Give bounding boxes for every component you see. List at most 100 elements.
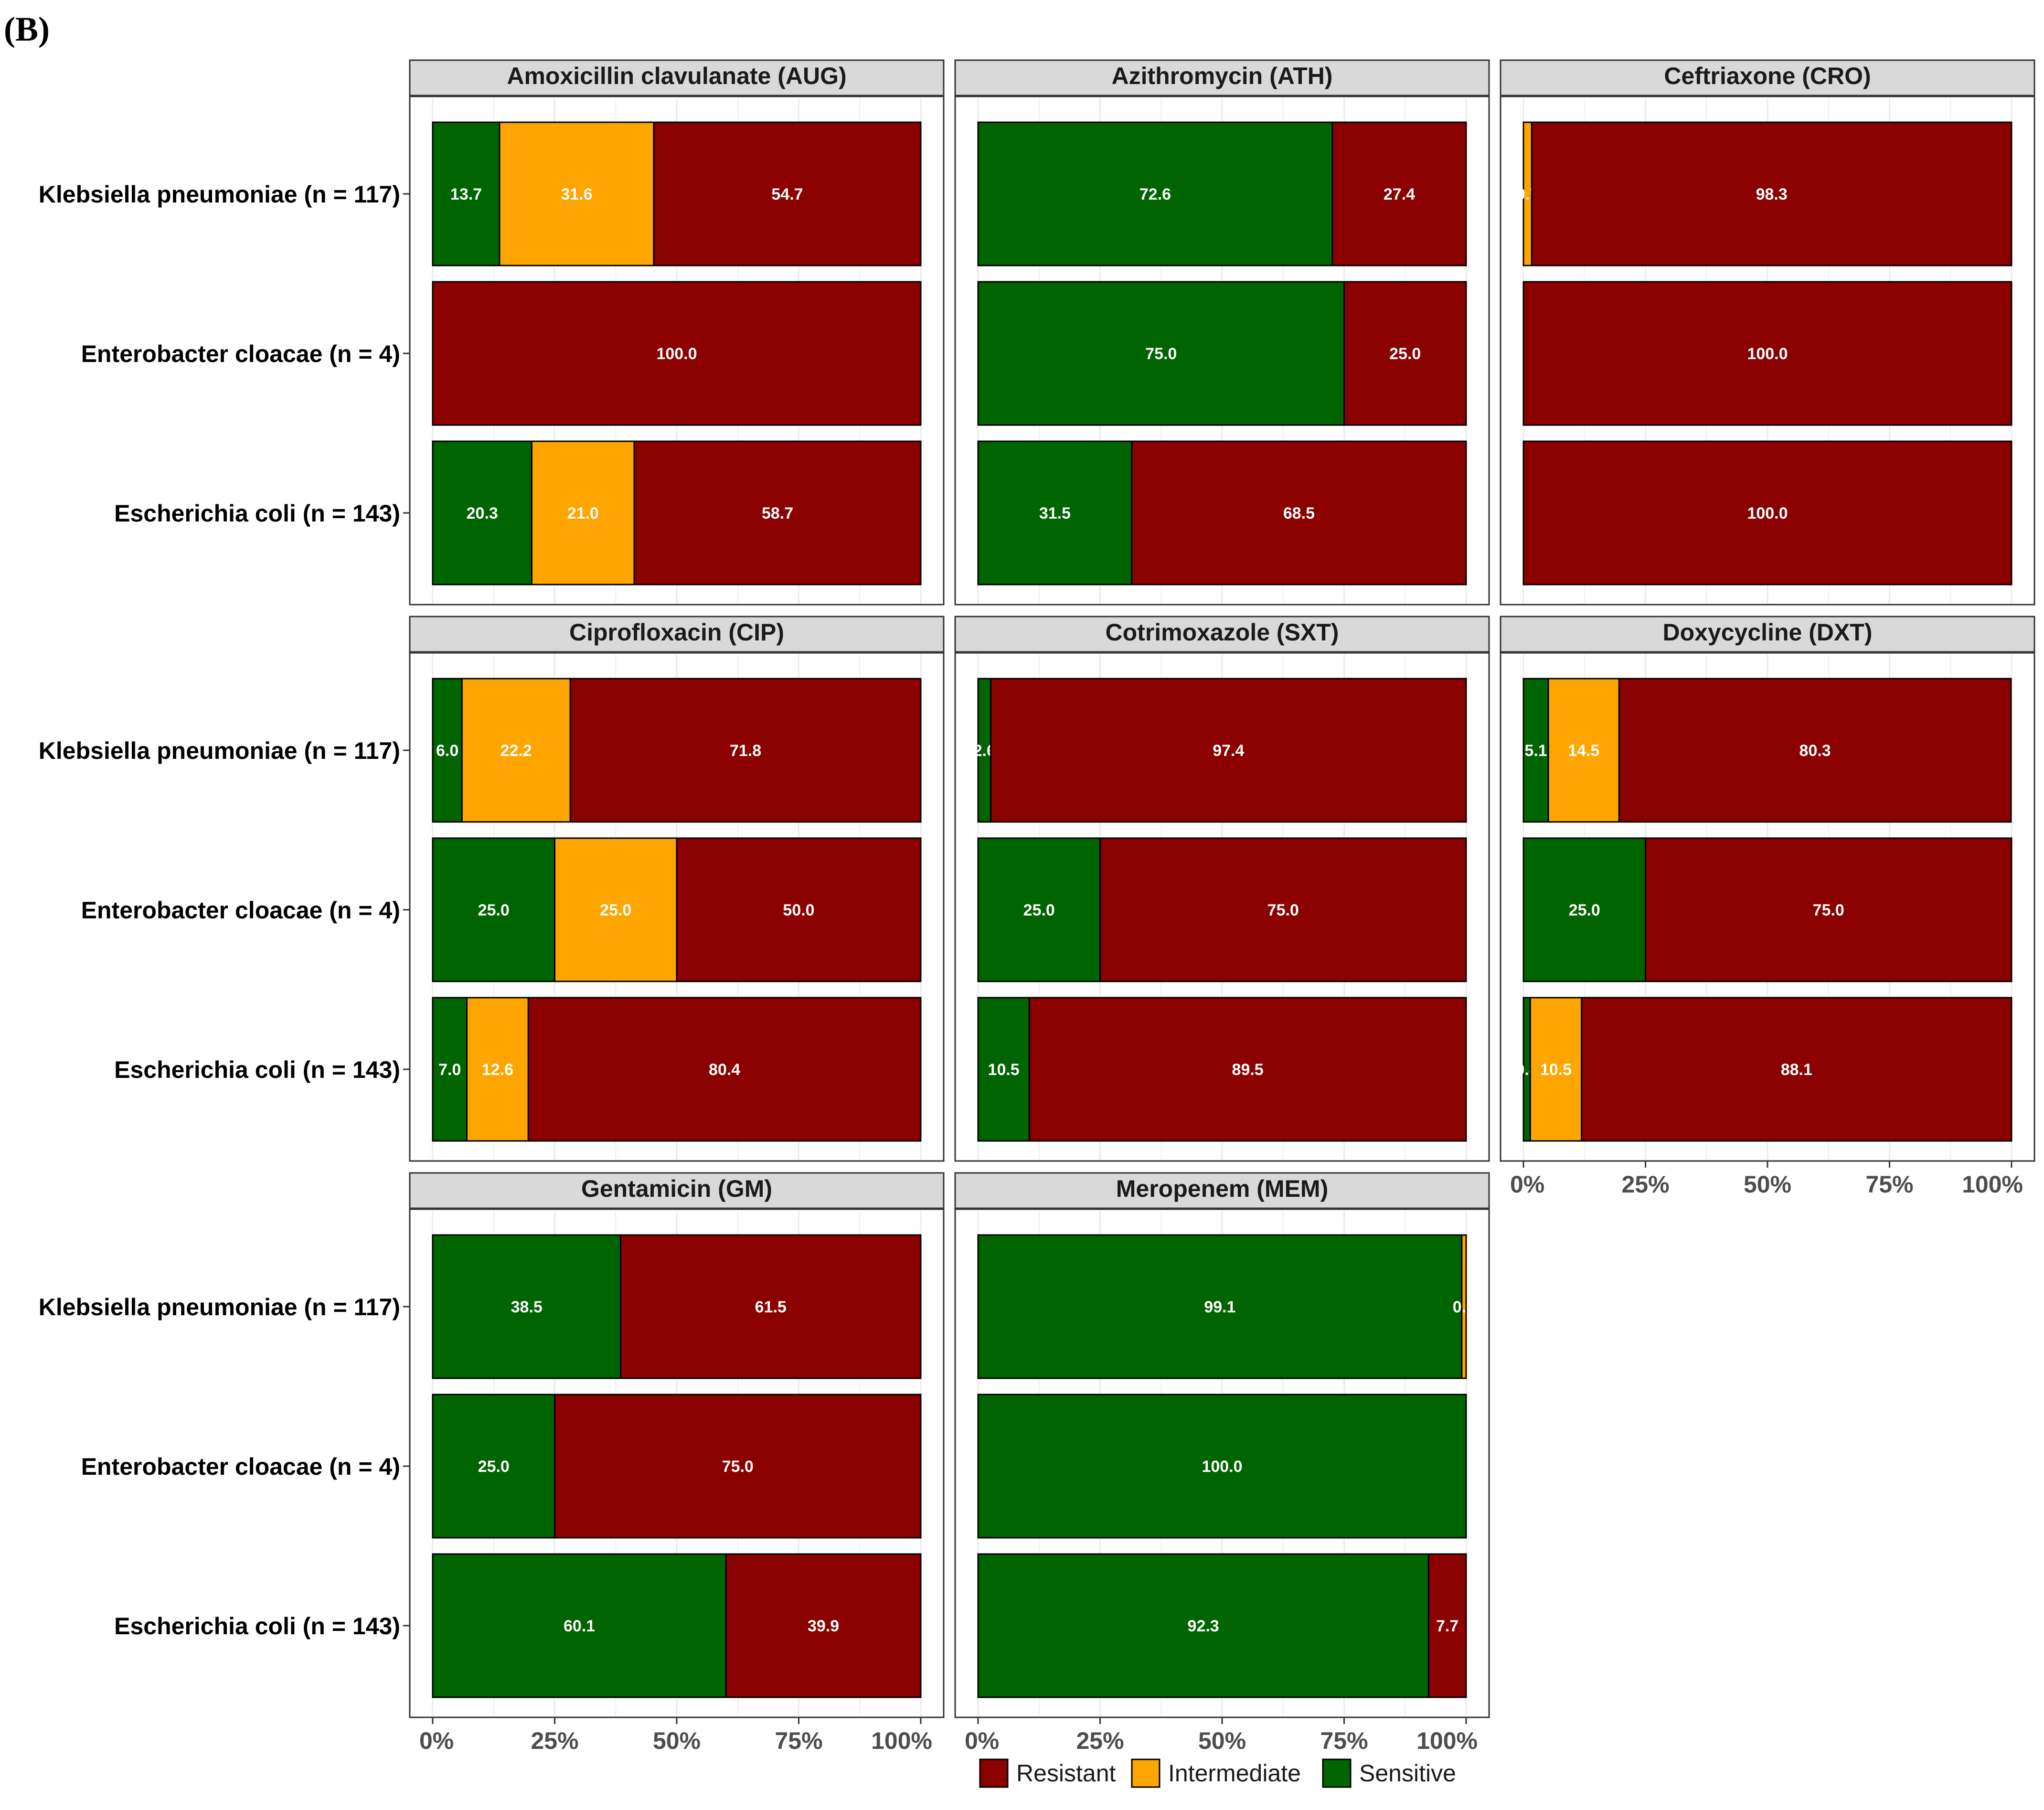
facet-cotrimoxazole-sxt: Cotrimoxazole (SXT)2.6 97.425.0 75.010.5 89… xyxy=(954,616,1490,1162)
facet-strip xyxy=(1500,59,2035,96)
facet-title: Amoxicillin clavulanate (AUG) xyxy=(507,63,846,89)
data-label: 75.0 xyxy=(1267,901,1299,919)
bar-sensitive-2 xyxy=(432,1553,727,1698)
bar-resistant-1 xyxy=(1645,837,2012,982)
y-tick-label: Enterobacter cloacae (n = 4) xyxy=(81,341,400,367)
data-label: 25.0 xyxy=(478,1458,510,1476)
x-tick-label: 100% xyxy=(1962,1171,2023,1198)
y-tick-label: Escherichia coli (n = 143) xyxy=(114,1613,400,1640)
legend-label: Intermediate xyxy=(1168,1760,1301,1787)
bar-resistant-0 xyxy=(990,678,1467,823)
legend-item-sensitive: Sensitive xyxy=(1322,1758,1456,1788)
data-label: 50.0 xyxy=(783,901,814,919)
data-label: 13.7 xyxy=(450,185,482,203)
data-label: 31.5 xyxy=(1039,504,1071,522)
bar-resistant-2 xyxy=(633,440,922,586)
y-tick-label: Escherichia coli (n = 143) xyxy=(114,500,400,527)
data-label: 31.6 xyxy=(561,185,592,203)
bar-intermediate-0 xyxy=(1461,1234,1467,1379)
data-label: 22.2 xyxy=(500,742,532,760)
data-label: 100.0 xyxy=(1202,1458,1242,1476)
bar-sensitive-1 xyxy=(1522,837,1646,982)
facet-strip xyxy=(409,616,945,653)
y-tick-label: Escherichia coli (n = 143) xyxy=(114,1056,400,1083)
bar-resistant-0 xyxy=(619,1234,922,1379)
data-label: 68.5 xyxy=(1283,504,1315,522)
data-label: 25.0 xyxy=(1569,901,1600,919)
facet-strip xyxy=(954,616,1490,653)
facet-azithromycin-ath: Azithromycin (ATH) 72.6 27.4 75.0 25.0 31.5 68… xyxy=(954,59,1490,606)
data-label: 92.3 xyxy=(1188,1617,1219,1635)
data-label: 89.5 xyxy=(1232,1061,1264,1079)
data-label: 27.4 xyxy=(1384,185,1415,203)
data-label: 14.5 xyxy=(1568,742,1599,760)
data-label: 97.4 xyxy=(1213,742,1244,760)
bar-resistant-1 xyxy=(1343,281,1467,426)
y-tick-label: Klebsiella pneumoniae (n = 117) xyxy=(39,737,400,764)
x-tick-label: 25% xyxy=(1076,1727,1124,1754)
bar-resistant-2 xyxy=(1131,440,1467,586)
bar-intermediate-0 xyxy=(499,121,655,266)
data-label: 54.7 xyxy=(771,185,803,203)
bar-resistant-1 xyxy=(1099,837,1467,982)
bar-resistant-0 xyxy=(1331,121,1467,266)
data-label: 25.0 xyxy=(1389,345,1421,363)
data-label: 72.6 xyxy=(1139,185,1171,203)
facet-title: Azithromycin (ATH) xyxy=(1112,63,1333,89)
data-label: 5.1 xyxy=(1524,742,1547,760)
x-tick-label: 25% xyxy=(531,1727,578,1754)
y-tick-label: Enterobacter cloacae (n = 4) xyxy=(81,1453,400,1480)
x-tick-label: 75% xyxy=(775,1727,822,1754)
legend-swatch-resistant xyxy=(979,1758,1009,1788)
bar-resistant-2 xyxy=(1522,440,2012,586)
data-label: 12.6 xyxy=(482,1061,513,1079)
x-tick-label: 0% xyxy=(1510,1171,1544,1198)
x-tick-label: 50% xyxy=(653,1727,701,1754)
bar-intermediate-0 xyxy=(461,678,571,823)
facet-strip xyxy=(409,1172,945,1209)
facet-title: Doxycycline (DXT) xyxy=(1662,619,1872,646)
x-tick-label: 50% xyxy=(1198,1727,1246,1754)
bar-resistant-1 xyxy=(432,281,922,426)
bar-resistant-0 xyxy=(653,121,922,266)
bar-resistant-1 xyxy=(1522,281,2012,426)
data-label: 75.0 xyxy=(722,1458,754,1476)
facet-gentamicin-gm: Gentamicin (GM) 38.5 61.5 25.0 75.0 60.1 39.9 K… xyxy=(39,1172,945,1754)
x-tick-label: 100% xyxy=(871,1727,932,1754)
data-label: 7.0 xyxy=(438,1061,461,1079)
facet-title: Meropenem (MEM) xyxy=(1116,1175,1328,1202)
data-label: 10.5 xyxy=(988,1061,1020,1079)
data-label: 6.0 xyxy=(436,742,458,760)
bar-resistant-2 xyxy=(1581,997,2012,1142)
bar-sensitive-0 xyxy=(977,678,992,823)
facet-title: Ceftriaxone (CRO) xyxy=(1664,63,1871,89)
facet-strip xyxy=(954,59,1490,96)
data-label: 80.3 xyxy=(1799,742,1831,760)
data-label: 25.0 xyxy=(600,901,631,919)
facets-layer: Amoxicillin clavulanate (AUG) 13.7 31.6 54.… xyxy=(39,59,2035,1754)
bar-sensitive-2 xyxy=(432,440,532,586)
data-label: 58.7 xyxy=(762,504,793,522)
data-label: 75.0 xyxy=(1813,901,1844,919)
bar-resistant-0 xyxy=(1618,678,2012,823)
data-label: 21.0 xyxy=(567,504,599,522)
bar-resistant-2 xyxy=(527,997,922,1142)
data-label: 10.5 xyxy=(1540,1061,1572,1079)
data-label: 25.0 xyxy=(1023,901,1055,919)
data-label: 60.1 xyxy=(564,1617,595,1635)
bar-sensitive-1 xyxy=(977,281,1345,426)
facet-title: Gentamicin (GM) xyxy=(581,1175,772,1202)
facet-strip xyxy=(1500,616,2035,653)
data-label: 80.4 xyxy=(709,1061,740,1079)
facet-strip xyxy=(409,59,945,96)
facet-ciprofloxacin-cip: Ciprofloxacin (CIP) 6.0 22.2 71.8 25.0 25.0 50… xyxy=(39,616,945,1162)
facet-meropenem-mem: Meropenem (MEM) 99.1 0.9 100.0 92.3 7.7 0% 25% 5… xyxy=(954,1172,1490,1754)
bar-intermediate-2 xyxy=(466,997,529,1142)
x-tick-label: 50% xyxy=(1744,1171,1791,1198)
bar-sensitive-1 xyxy=(432,837,555,982)
bar-sensitive-2 xyxy=(977,1553,1429,1698)
data-label: 20.3 xyxy=(467,504,498,522)
legend-label: Resistant xyxy=(1016,1760,1116,1787)
data-label: 0.9 xyxy=(1453,1298,1475,1316)
